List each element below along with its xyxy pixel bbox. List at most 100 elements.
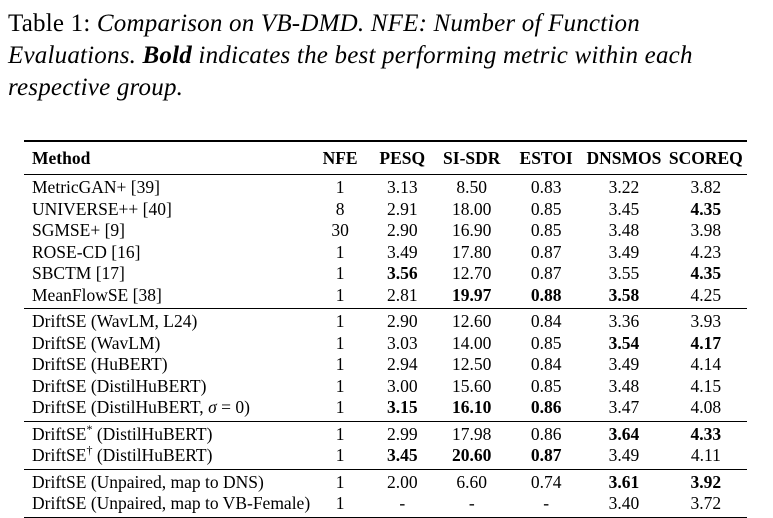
- method-cell: MeanFlowSE [38]: [24, 285, 310, 309]
- value-cell: 3.45: [370, 445, 434, 469]
- value-cell: 1: [310, 421, 370, 445]
- column-header-nfe: NFE: [310, 141, 371, 175]
- value-text: 4.35: [690, 198, 722, 219]
- value-text: 0.83: [530, 177, 562, 197]
- table-group: MetricGAN+ [39] 1 3.13 8.50 0.83 3.22 3.82 UNIV…: [24, 174, 747, 309]
- value-cell: 17.98: [434, 421, 509, 445]
- value-cell: 3.56: [370, 263, 434, 285]
- value-text: 3.45: [608, 198, 640, 219]
- value-text: 0.84: [530, 354, 562, 374]
- column-header-estoi: ESTOI: [509, 141, 584, 175]
- method-label: MeanFlowSE [38]: [32, 284, 162, 305]
- value-cell: 0.85: [509, 199, 583, 221]
- table-row: DriftSE (Unpaired, map to DNS) 1 2.00 6.60 0…: [24, 469, 747, 493]
- table-row: DriftSE (WavLM, L24) 1 2.90 12.60 0.84 3.36 3.…: [24, 309, 747, 333]
- value-cell: 30: [310, 220, 370, 242]
- method-label: DriftSE: [32, 445, 87, 465]
- value-cell: 0.85: [509, 333, 583, 355]
- method-label: DriftSE (HuBERT): [32, 354, 168, 374]
- value-text: 12.70: [452, 263, 492, 283]
- value-cell: -: [370, 493, 434, 518]
- value-text: 0.85: [530, 332, 562, 353]
- value-text: 1: [335, 311, 345, 331]
- value-text: 3.49: [608, 241, 640, 262]
- value-cell: 3.49: [583, 354, 664, 376]
- value-text: -: [399, 493, 406, 513]
- value-text: 3.36: [608, 311, 640, 331]
- method-label: DriftSE: [32, 423, 87, 444]
- method-superscript-marker: *: [86, 421, 93, 436]
- method-cell: DriftSE† (DistilHuBERT): [24, 444, 310, 469]
- value-cell: 16.90: [434, 220, 509, 242]
- value-cell: 1: [310, 263, 370, 285]
- value-cell: 3.40: [583, 493, 664, 518]
- table-row: DriftSE (DistilHuBERT) 1 3.00 15.60 0.85 3.48…: [24, 376, 747, 398]
- value-text: 3.49: [608, 445, 640, 465]
- value-cell: 4.17: [665, 333, 747, 355]
- table-row: DriftSE (DistilHuBERT, σ = 0) 1 3.15 16.10 0…: [24, 397, 747, 421]
- value-text: 0.85: [530, 198, 562, 219]
- value-text: 1: [335, 332, 345, 353]
- value-cell: 12.60: [434, 309, 509, 333]
- value-text: 3.72: [690, 493, 722, 513]
- value-text: 4.14: [690, 354, 722, 374]
- value-cell: 1: [310, 285, 370, 309]
- value-cell: 8.50: [434, 175, 509, 199]
- value-cell: 19.97: [434, 285, 509, 309]
- value-text: 14.00: [452, 332, 492, 353]
- table-group: DriftSE (WavLM, L24) 1 2.90 12.60 0.84 3.36 3.…: [24, 308, 747, 422]
- value-cell: 2.99: [370, 421, 434, 445]
- value-text: 19.97: [452, 284, 492, 305]
- value-text: 16.10: [452, 397, 492, 417]
- value-text: 3.54: [608, 332, 640, 353]
- value-cell: 14.00: [434, 333, 509, 355]
- value-text: 3.15: [386, 397, 418, 417]
- column-header-si-sdr: SI-SDR: [434, 141, 510, 175]
- value-text: 1: [335, 471, 345, 492]
- value-text: 2.99: [386, 423, 418, 444]
- value-text: 3.56: [386, 263, 418, 283]
- value-text: 0.86: [530, 423, 562, 444]
- value-text: 4.11: [690, 445, 721, 465]
- value-cell: 0.87: [509, 263, 583, 285]
- value-cell: 12.70: [434, 263, 509, 285]
- value-cell: 4.14: [665, 354, 747, 376]
- table-group: DriftSE* (DistilHuBERT) 1 2.99 17.98 0.86 3.6…: [24, 421, 747, 469]
- column-header-scoreq: SCOREQ: [664, 141, 747, 175]
- value-cell: 3.49: [370, 242, 434, 264]
- value-cell: 0.88: [509, 285, 583, 309]
- value-text: 0.85: [530, 375, 562, 396]
- table-caption-text-1: Comparison on VB-DMD. NFE: Number of Fun…: [8, 10, 640, 69]
- value-text: 2.90: [386, 220, 418, 240]
- column-header-method: Method: [24, 141, 311, 175]
- value-cell: 4.35: [665, 199, 747, 221]
- value-text: 2.00: [386, 471, 418, 492]
- value-cell: 3.15: [370, 397, 434, 421]
- value-text: 0.86: [530, 397, 562, 417]
- value-cell: 20.60: [434, 445, 509, 469]
- method-label: DriftSE (Unpaired, map to VB-Female): [32, 493, 311, 513]
- value-text: 3.47: [608, 397, 640, 417]
- method-cell: DriftSE (WavLM, L24): [24, 309, 310, 333]
- value-text: 2.91: [386, 198, 418, 219]
- value-cell: 3.03: [370, 333, 434, 355]
- value-cell: 3.22: [583, 175, 664, 199]
- value-cell: 2.90: [370, 309, 434, 333]
- method-label: = 0): [216, 397, 250, 417]
- value-text: 2.90: [386, 311, 418, 331]
- value-text: 0.87: [530, 445, 562, 465]
- value-text: 4.23: [690, 241, 722, 262]
- value-text: -: [468, 493, 475, 513]
- value-text: 4.33: [690, 423, 722, 444]
- value-cell: 1: [310, 242, 370, 264]
- value-cell: 1: [310, 354, 370, 376]
- method-cell: DriftSE (DistilHuBERT, σ = 0): [24, 397, 310, 421]
- value-cell: 0.87: [509, 242, 583, 264]
- value-text: 18.00: [452, 198, 492, 219]
- value-text: 1: [335, 423, 345, 444]
- value-cell: 4.15: [665, 376, 747, 398]
- value-cell: 2.00: [370, 469, 434, 493]
- method-cell: UNIVERSE++ [40]: [24, 199, 310, 221]
- value-cell: 0.84: [509, 309, 583, 333]
